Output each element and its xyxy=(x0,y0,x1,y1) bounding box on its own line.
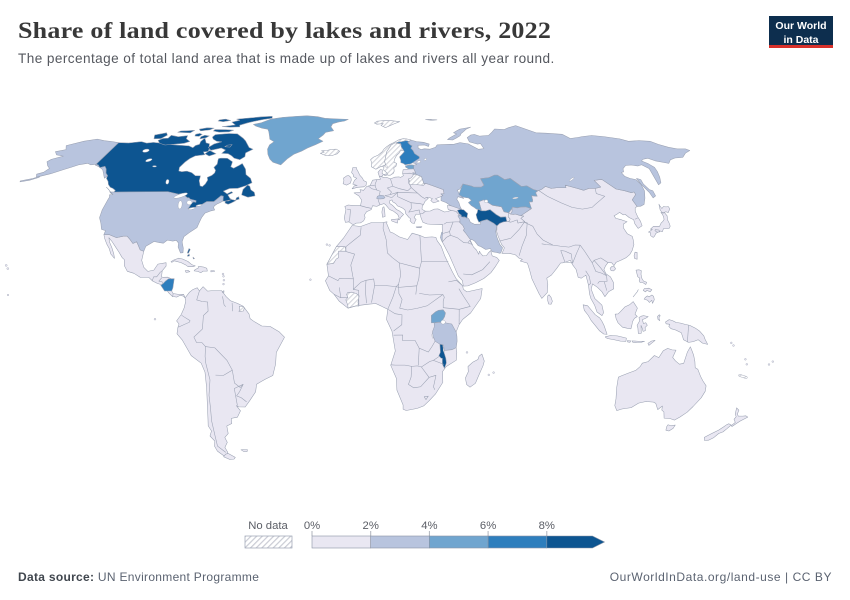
svg-text:No data: No data xyxy=(248,520,288,532)
svg-text:2%: 2% xyxy=(363,520,379,532)
svg-text:8%: 8% xyxy=(539,520,555,532)
svg-text:0%: 0% xyxy=(304,520,320,532)
svg-text:4%: 4% xyxy=(421,520,437,532)
svg-text:6%: 6% xyxy=(480,520,496,532)
